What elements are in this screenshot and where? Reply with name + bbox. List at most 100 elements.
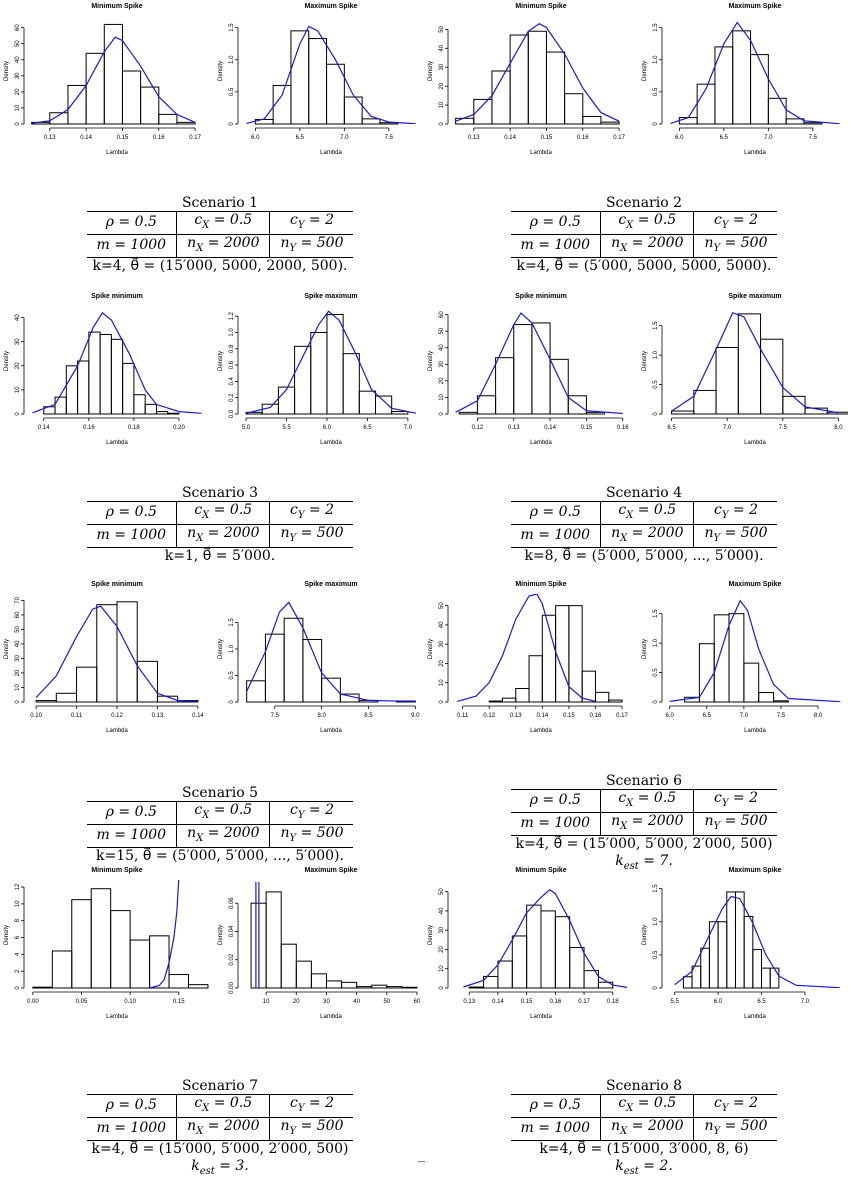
y-tick-label: 40 — [439, 344, 445, 351]
x-tick-label: 7.5 — [777, 713, 786, 719]
histogram-bar — [121, 70, 142, 125]
parameter-cell: ρ = 0.5 — [510, 789, 601, 813]
x-tick-label: 5.5 — [282, 425, 291, 431]
x-tick-label: 6.5 — [667, 425, 676, 431]
histogram-bar — [761, 967, 771, 989]
histogram-bar — [752, 949, 763, 989]
parameter-cell: cX = 0.5 — [600, 211, 694, 235]
histogram-bar — [54, 396, 67, 415]
y-tick-label: 0 — [439, 412, 445, 416]
histogram-bar — [277, 386, 296, 415]
estimated-k: kest = 2. — [615, 1157, 673, 1177]
histogram-bar — [528, 655, 543, 703]
histogram-bar — [455, 117, 475, 125]
histogram-bar — [99, 334, 112, 415]
x-tick-label: 7.5 — [271, 713, 280, 719]
density-curve — [455, 22, 620, 122]
y-tick-label: 0.0 — [229, 409, 235, 418]
y-tick-label: 30 — [15, 72, 21, 79]
histogram-bar — [497, 960, 513, 989]
histogram-bar — [549, 358, 569, 415]
scenario-title: Scenario 7 — [181, 1078, 259, 1094]
y-tick-label: 1.5 — [653, 609, 659, 618]
y-tick-label: 10 — [15, 683, 21, 690]
scenario-figure: Minimum Spike 0.00 0.05 0.10 0.15 0 2 4 6 8 10 12 La… — [4, 867, 421, 1020]
y-axis-label: Density — [218, 351, 224, 371]
histogram-bar — [136, 660, 158, 703]
x-tick-label: 0.14 — [192, 713, 204, 719]
histogram-bar — [155, 411, 169, 415]
x-axis-label: Lambda — [530, 728, 552, 734]
histogram-bar — [246, 680, 266, 703]
x-tick-label: 0.17 — [613, 135, 625, 141]
y-axis-label: Density — [218, 639, 224, 659]
y-tick-label: 0 — [15, 700, 21, 704]
histogram-bar — [129, 939, 151, 989]
scenario-figure: Minimum Spike 0.13 0.14 0.15 0.16 0.17 0 10 20 30… — [4, 3, 416, 156]
x-tick-label: 8.0 — [317, 713, 326, 719]
x-tick-label: 6.0 — [251, 135, 260, 141]
y-tick-label: 12 — [15, 883, 21, 890]
histogram-bar — [90, 888, 112, 989]
parameter-cell: cY = 2 — [269, 1094, 354, 1118]
histogram-bar — [32, 986, 53, 989]
y-tick-label: 0 — [15, 122, 21, 126]
x-tick-label: 0.11 — [457, 713, 469, 719]
histogram-bar — [76, 666, 98, 703]
histogram-bar — [116, 601, 138, 703]
x-tick-label: 20 — [293, 999, 300, 1005]
parameter-cell: nY = 500 — [269, 234, 354, 258]
parameter-cell: nX = 2000 — [176, 1117, 270, 1141]
y-tick-label: 0.04 — [229, 925, 235, 937]
x-tick-label: 0.15 — [581, 425, 593, 431]
y-tick-label: 50 — [15, 625, 21, 632]
density-curve — [31, 36, 196, 124]
plot-title: Minimum Spike — [91, 867, 142, 874]
y-tick-label: 1.0 — [229, 644, 235, 653]
histogram-bar — [356, 986, 373, 989]
y-tick-label: 30 — [15, 654, 21, 661]
y-tick-label: 20 — [15, 88, 21, 95]
histogram-bar — [526, 904, 542, 989]
parameter-cell: nY = 500 — [693, 1117, 778, 1141]
x-axis-label: Lambda — [320, 150, 342, 156]
histogram-bar — [391, 411, 409, 415]
x-tick-label: 0.10 — [124, 999, 136, 1005]
y-tick-label: 1.5 — [229, 23, 235, 32]
scenario-figure: Minimum Spike 0.13 0.14 0.15 0.16 0.17 0 10 20 30… — [428, 3, 840, 156]
plot-title: Spike minimum — [515, 293, 567, 300]
scenario-description: k=4, θ⃗ = (15′000, 5000, 2000, 500). — [92, 257, 348, 274]
parameter-cell: cX = 0.5 — [600, 789, 694, 813]
parameter-cell: nX = 2000 — [600, 812, 694, 836]
y-tick-label: 0 — [229, 700, 235, 704]
scenario-description: k=4, θ⃗ = (15′000, 3′000, 8, 6) — [539, 1140, 749, 1157]
plot-title: Maximum Spike — [729, 3, 782, 10]
x-tick-label: 0.14 — [80, 135, 92, 141]
x-tick-label: 7.0 — [801, 999, 810, 1005]
x-tick-label: 0.18 — [607, 999, 619, 1005]
y-tick-label: 10 — [15, 104, 21, 111]
density-curve — [669, 599, 841, 702]
histogram-bar — [693, 389, 717, 415]
y-tick-label: 1.5 — [653, 321, 659, 330]
y-tick-label: 0.4 — [229, 377, 235, 386]
parameter-cell: nX = 2000 — [600, 524, 694, 548]
y-axis-label: Density — [4, 925, 10, 945]
parameter-cell: m = 1000 — [520, 237, 591, 254]
parameter-cell: cY = 2 — [269, 501, 354, 525]
y-tick-label: 20 — [439, 377, 445, 384]
estimated-k: kest = 7. — [615, 852, 673, 872]
histogram-bar — [582, 115, 602, 125]
y-tick-label: 0.5 — [229, 87, 235, 96]
parameter-cell: ρ = 0.5 — [86, 211, 177, 235]
histogram-bar — [144, 403, 157, 415]
y-axis-label: Density — [4, 351, 10, 371]
histogram-bar — [713, 614, 730, 703]
y-tick-label: 40 — [15, 640, 21, 647]
y-tick-label: 0 — [653, 122, 659, 126]
y-tick-label: 1.0 — [229, 55, 235, 64]
histogram-bar — [600, 121, 620, 125]
y-axis-label: Density — [642, 351, 648, 371]
